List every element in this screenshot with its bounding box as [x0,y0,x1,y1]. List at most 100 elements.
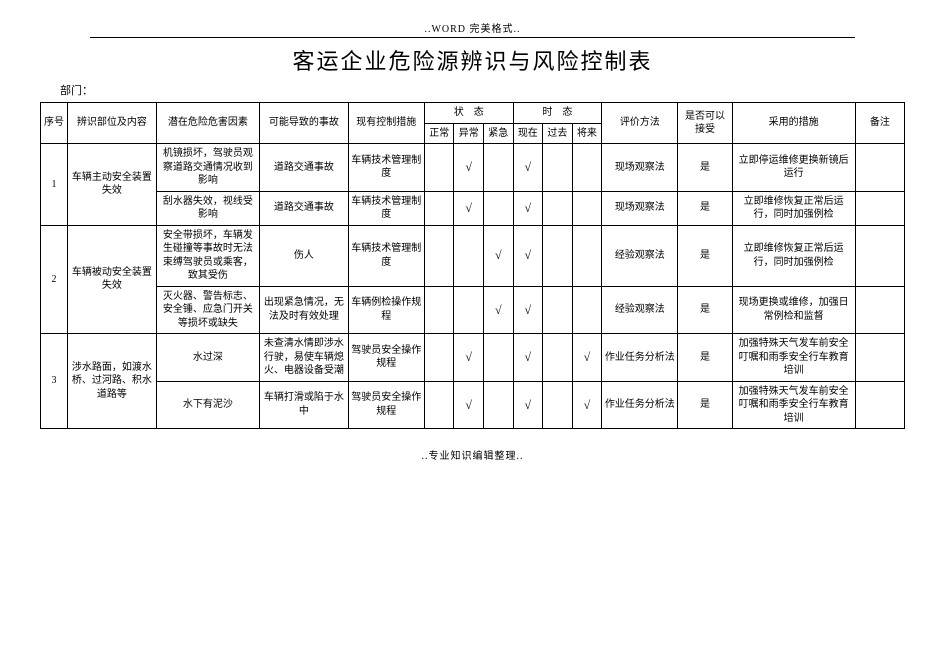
cell-note [855,144,904,192]
cell-part: 车辆被动安全装置失效 [68,225,157,334]
cell-hazard: 水过深 [156,334,259,382]
col-control: 现有控制措施 [348,103,424,144]
cell-control: 驾驶员安全操作规程 [348,334,424,382]
cell-control: 车辆例检操作规程 [348,286,424,334]
cell-seq: 1 [41,144,68,226]
cell-hazard: 机镜损坏，驾驶员观察道路交通情况收到影响 [156,144,259,192]
cell-s1: √ [454,381,484,429]
cell-accept: 是 [678,286,732,334]
cell-note [855,334,904,382]
cell-s0 [424,334,454,382]
cell-control: 车辆技术管理制度 [348,191,424,225]
cell-t1 [543,286,573,334]
cell-t0: √ [513,381,543,429]
col-time-future: 将来 [572,123,602,144]
cell-note [855,286,904,334]
cell-s1: √ [454,191,484,225]
cell-t2 [572,191,602,225]
cell-s1 [454,225,484,286]
col-state: 状 态 [424,103,513,124]
col-state-emerg: 紧急 [483,123,513,144]
table-head: 序号 辨识部位及内容 潜在危险危害因素 可能导致的事故 现有控制措施 状 态 时… [41,103,905,144]
cell-control: 驾驶员安全操作规程 [348,381,424,429]
col-seq: 序号 [41,103,68,144]
cell-measure: 加强特殊天气发车前安全叮嘱和雨季安全行车教育培训 [732,381,855,429]
cell-eval: 作业任务分析法 [602,381,678,429]
page-footer: ..专业知识编辑整理.. [40,447,905,462]
col-time-past: 过去 [543,123,573,144]
col-time-now: 现在 [513,123,543,144]
cell-t0: √ [513,286,543,334]
cell-accept: 是 [678,225,732,286]
cell-s2 [483,381,513,429]
cell-accident: 车辆打滑或陷于水中 [260,381,349,429]
cell-hazard: 灭火器、警告标志、安全锤、应急门开关等损坏或缺失 [156,286,259,334]
cell-s2: √ [483,225,513,286]
cell-eval: 作业任务分析法 [602,334,678,382]
table-body: 1车辆主动安全装置失效机镜损坏，驾驶员观察道路交通情况收到影响道路交通事故车辆技… [41,144,905,429]
cell-t0: √ [513,334,543,382]
cell-note [855,191,904,225]
col-hazard: 潜在危险危害因素 [156,103,259,144]
cell-t2 [572,225,602,286]
cell-t1 [543,334,573,382]
cell-hazard: 水下有泥沙 [156,381,259,429]
cell-seq: 3 [41,334,68,429]
cell-s0 [424,286,454,334]
cell-accident: 出现紧急情况，无法及时有效处理 [260,286,349,334]
cell-t1 [543,381,573,429]
cell-s2 [483,144,513,192]
cell-eval: 现场观察法 [602,191,678,225]
cell-measure: 立即维修恢复正常后运行，同时加强例检 [732,191,855,225]
cell-eval: 经验观察法 [602,225,678,286]
cell-t1 [543,191,573,225]
col-accident: 可能导致的事故 [260,103,349,144]
cell-s1: √ [454,144,484,192]
col-state-normal: 正常 [424,123,454,144]
table-row: 刮水器失效，视线受影响道路交通事故车辆技术管理制度 √ √ 现场观察法是立即维修恢复正… [41,191,905,225]
col-state-abnormal: 异常 [454,123,484,144]
col-accept: 是否可以接受 [678,103,732,144]
cell-t1 [543,144,573,192]
cell-t2 [572,144,602,192]
risk-table: 序号 辨识部位及内容 潜在危险危害因素 可能导致的事故 现有控制措施 状 态 时… [40,102,905,429]
cell-measure: 现场更换或维修，加强日常例检和监督 [732,286,855,334]
page-title: 客运企业危险源辨识与风险控制表 [40,44,905,76]
cell-s1: √ [454,334,484,382]
cell-s1 [454,286,484,334]
cell-t0: √ [513,144,543,192]
cell-accept: 是 [678,381,732,429]
cell-t2 [572,286,602,334]
col-time: 时 态 [513,103,602,124]
table-row: 灭火器、警告标志、安全锤、应急门开关等损坏或缺失出现紧急情况，无法及时有效处理车… [41,286,905,334]
cell-t0: √ [513,191,543,225]
page-header: ..WORD 完美格式.. [90,20,855,38]
cell-t0: √ [513,225,543,286]
cell-s2 [483,191,513,225]
cell-measure: 立即维修恢复正常后运行，同时加强例检 [732,225,855,286]
cell-accident: 道路交通事故 [260,191,349,225]
cell-accept: 是 [678,334,732,382]
table-row: 3涉水路面，如渡水桥、过河路、积水道路等水过深未查清水情即涉水行驶，易使车辆熄火… [41,334,905,382]
cell-eval: 经验观察法 [602,286,678,334]
cell-hazard: 刮水器失效，视线受影响 [156,191,259,225]
cell-hazard: 安全带损坏，车辆发生碰撞等事故时无法束缚驾驶员或乘客，致其受伤 [156,225,259,286]
col-measure: 采用的措施 [732,103,855,144]
cell-note [855,381,904,429]
cell-t2: √ [572,381,602,429]
cell-part: 车辆主动安全装置失效 [68,144,157,226]
cell-accept: 是 [678,191,732,225]
cell-measure: 立即停运维修更换新镜后运行 [732,144,855,192]
cell-seq: 2 [41,225,68,334]
cell-t1 [543,225,573,286]
cell-s0 [424,381,454,429]
cell-s0 [424,191,454,225]
cell-measure: 加强特殊天气发车前安全叮嘱和雨季安全行车教育培训 [732,334,855,382]
col-eval: 评价方法 [602,103,678,144]
cell-accident: 未查清水情即涉水行驶，易使车辆熄火、电器设备受潮 [260,334,349,382]
col-note: 备注 [855,103,904,144]
col-part: 辨识部位及内容 [68,103,157,144]
cell-eval: 现场观察法 [602,144,678,192]
table-row: 水下有泥沙车辆打滑或陷于水中驾驶员安全操作规程√√√作业任务分析法是加强特殊天气… [41,381,905,429]
cell-s2 [483,334,513,382]
